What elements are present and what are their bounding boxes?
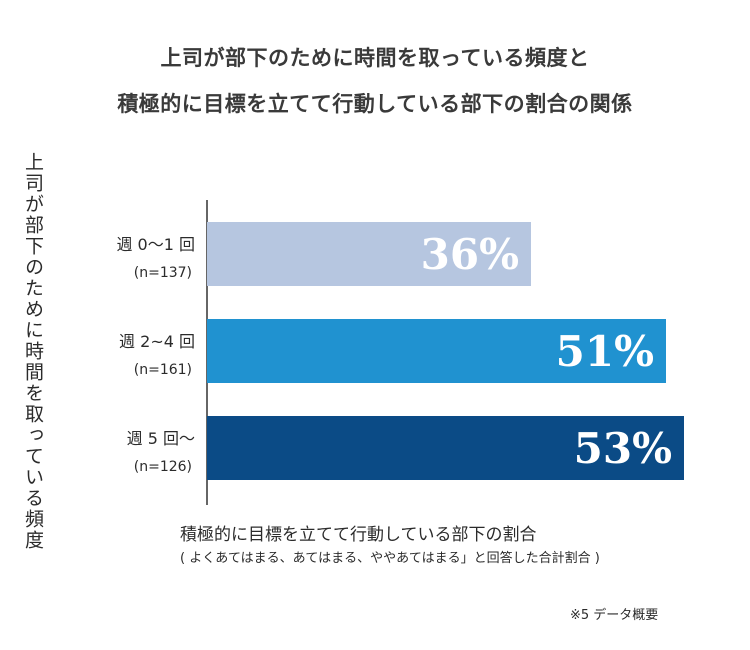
category-label-3: 週 5 回〜 — [127, 429, 195, 448]
bar-2 — [207, 319, 666, 383]
category-label-2: 週 2~4 回 — [119, 332, 195, 351]
category-n-label-2: (n=161) — [134, 362, 192, 378]
category-label-1: 週 0〜1 回 — [116, 235, 195, 254]
bar-value-label-2: 51% — [556, 327, 654, 376]
footnote: ※5 データ概要 — [570, 608, 659, 623]
bar-value-label-1: 36% — [421, 230, 519, 279]
bar-3 — [207, 416, 684, 480]
chart-title-line-2: 積極的に目標を立てて行動している部下の割合の関係 — [117, 92, 633, 116]
bar-value-label-3: 53% — [574, 424, 672, 473]
bar-1 — [207, 222, 531, 286]
category-n-label-1: (n=137) — [134, 265, 192, 281]
x-axis-sublabel: ( よくあてはまる、あてはまる、ややあてはまる」と回答した合計割合 ) — [180, 551, 600, 566]
chart-title-line-1: 上司が部下のために時間を取っている頻度と — [160, 46, 590, 70]
y-axis-label: 上司が部下のために時間を取っている頻度 — [22, 152, 44, 551]
category-n-label-3: (n=126) — [134, 459, 192, 475]
x-axis-label: 積極的に目標を立てて行動している部下の割合 — [180, 525, 537, 545]
